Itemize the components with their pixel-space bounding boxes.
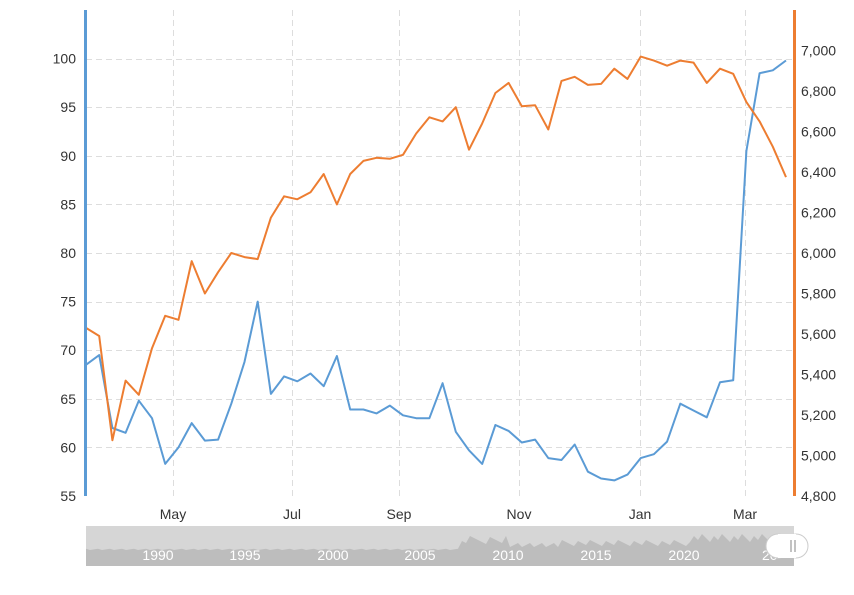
navigator-series-area [86,534,794,566]
left-tick-label: 95 [60,99,76,115]
x-tick-label: Jul [283,506,301,522]
navigator-year-label: 2005 [404,547,435,563]
grid-lines [86,10,794,496]
right-tick-label: 5,000 [801,448,836,464]
navigator-year-label: 2020 [668,547,699,563]
navigator-year-label: 1990 [142,547,173,563]
series-lines [85,55,787,482]
left-tick-label: 80 [60,245,76,261]
right-tick-label: 5,200 [801,407,836,423]
x-axis-ticks: May Jul Sep Nov Jan Mar [160,506,758,522]
left-tick-label: 60 [60,439,76,455]
left-tick-label: 90 [60,148,76,164]
series-line-right [85,55,787,442]
navigator-year-label: 2015 [580,547,611,563]
right-tick-label: 5,800 [801,286,836,302]
x-tick-label: Jan [629,506,652,522]
left-tick-label: 85 [60,196,76,212]
left-tick-label: 70 [60,342,76,358]
series-line-left [85,59,787,482]
navigator[interactable]: 199019952000200520102015202020 [86,526,809,566]
right-tick-label: 7,000 [801,43,836,59]
right-tick-label: 5,600 [801,326,836,342]
left-axis-ticks: 55 60 65 70 75 80 85 90 95 100 [53,51,77,504]
left-tick-label: 75 [60,294,76,310]
x-tick-label: Mar [733,506,757,522]
navigator-year-label: 1995 [229,547,260,563]
x-tick-label: Sep [387,506,412,522]
navigator-handle-fill [779,534,796,558]
left-tick-label: 55 [60,488,76,504]
navigator-year-label: 2010 [492,547,523,563]
left-tick-label: 100 [53,51,77,67]
right-tick-label: 4,800 [801,488,836,504]
right-tick-label: 6,800 [801,83,836,99]
x-tick-label: May [160,506,186,522]
right-tick-label: 5,400 [801,367,836,383]
right-tick-label: 6,600 [801,124,836,140]
right-axis-ticks: 4,800 5,000 5,200 5,400 5,600 5,800 6,000 6,200… [801,43,836,505]
left-tick-label: 65 [60,391,76,407]
navigator-handle[interactable] [765,533,809,559]
right-tick-label: 6,000 [801,245,836,261]
navigator-year-label: 2000 [317,547,348,563]
right-tick-label: 6,400 [801,164,836,180]
right-tick-label: 6,200 [801,205,836,221]
x-tick-label: Nov [507,506,532,522]
